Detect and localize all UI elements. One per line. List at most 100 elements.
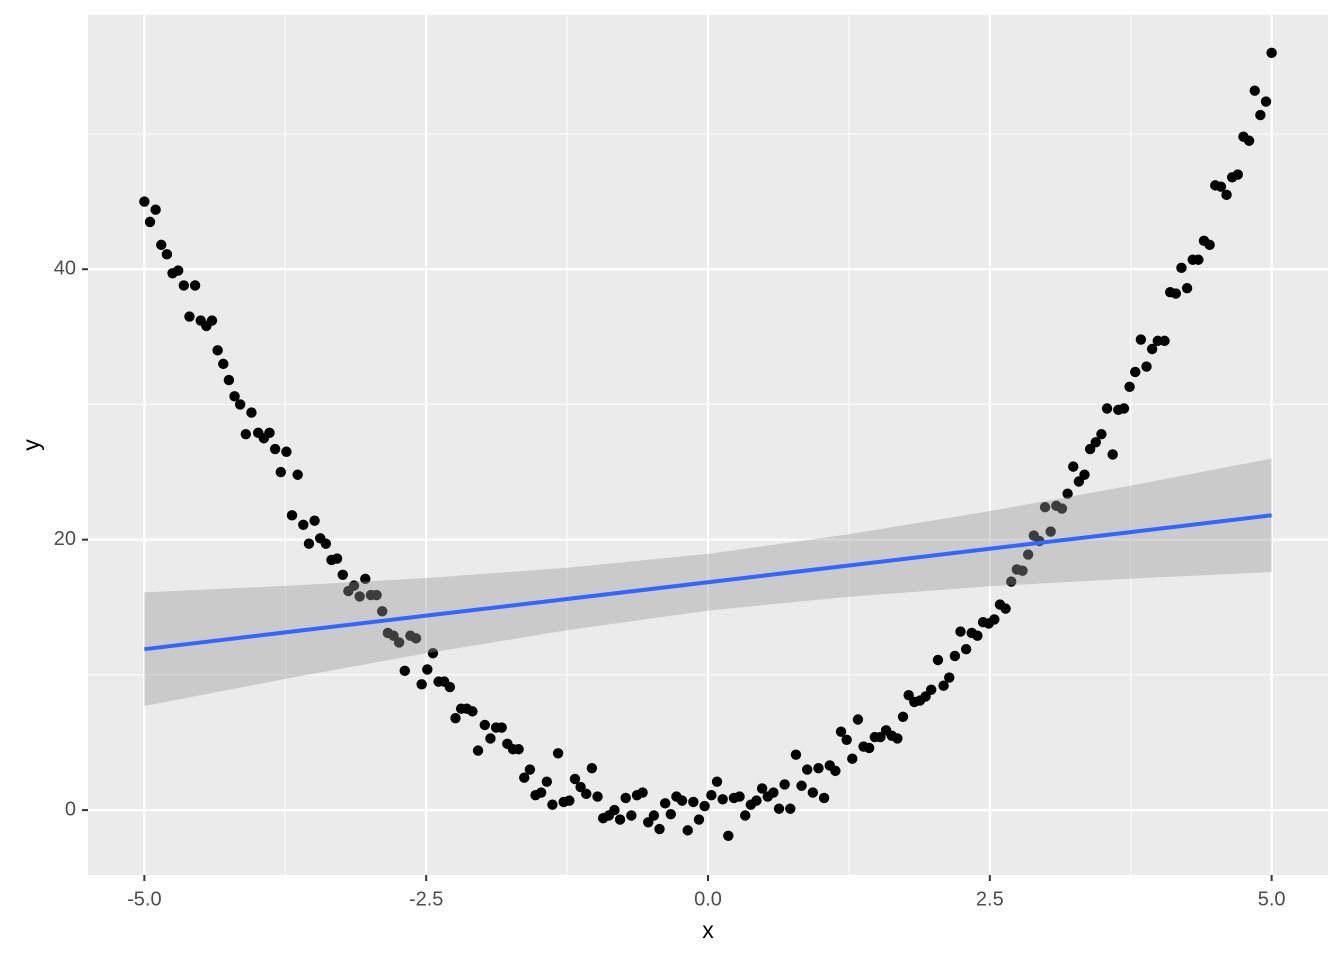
point bbox=[768, 787, 779, 798]
point bbox=[569, 773, 581, 785]
x-tick-label: -2.5 bbox=[409, 888, 443, 910]
point bbox=[275, 466, 286, 478]
point bbox=[790, 749, 802, 760]
point bbox=[944, 672, 955, 683]
point bbox=[264, 427, 275, 439]
point bbox=[410, 633, 422, 644]
point bbox=[665, 808, 676, 820]
point bbox=[292, 469, 303, 480]
point bbox=[1243, 135, 1255, 146]
point bbox=[218, 358, 229, 370]
point bbox=[1079, 469, 1090, 480]
x-tick-label: 5.0 bbox=[1258, 888, 1286, 910]
point bbox=[1255, 109, 1266, 121]
point bbox=[955, 626, 966, 637]
point bbox=[139, 196, 150, 207]
point bbox=[637, 787, 648, 798]
point bbox=[1135, 334, 1147, 345]
point bbox=[1193, 254, 1204, 265]
point bbox=[614, 814, 626, 825]
point bbox=[1062, 488, 1073, 499]
point bbox=[1221, 189, 1232, 201]
point bbox=[223, 374, 235, 386]
point bbox=[711, 776, 723, 787]
point bbox=[172, 265, 184, 276]
point bbox=[485, 733, 496, 744]
point bbox=[246, 407, 257, 418]
point bbox=[281, 446, 292, 457]
point bbox=[1266, 47, 1277, 59]
point bbox=[178, 280, 190, 291]
point bbox=[320, 538, 332, 549]
point bbox=[269, 443, 281, 455]
point bbox=[751, 795, 762, 806]
point bbox=[1249, 85, 1260, 96]
point bbox=[206, 315, 218, 326]
point bbox=[1006, 576, 1017, 587]
point bbox=[989, 614, 1000, 625]
point bbox=[779, 779, 790, 790]
point bbox=[841, 734, 852, 745]
point bbox=[699, 800, 710, 812]
point bbox=[547, 799, 558, 810]
point bbox=[360, 573, 371, 585]
point bbox=[807, 787, 819, 798]
x-tick-label: -5.0 bbox=[127, 888, 161, 910]
point bbox=[1204, 239, 1215, 251]
point bbox=[1170, 288, 1182, 299]
x-tick-label: 2.5 bbox=[976, 888, 1004, 910]
point bbox=[348, 580, 360, 591]
x-tick-label: 0.0 bbox=[694, 888, 722, 910]
point bbox=[444, 681, 456, 693]
point bbox=[706, 790, 717, 801]
point bbox=[1107, 449, 1118, 460]
point bbox=[688, 796, 699, 808]
point bbox=[240, 428, 252, 440]
y-tick-label: 0 bbox=[65, 798, 76, 820]
point bbox=[371, 589, 382, 601]
point bbox=[161, 249, 173, 260]
point bbox=[734, 791, 745, 802]
point bbox=[144, 216, 156, 228]
point bbox=[592, 791, 603, 802]
point bbox=[1045, 526, 1056, 537]
point bbox=[541, 776, 552, 787]
point bbox=[1215, 181, 1227, 192]
point bbox=[659, 798, 671, 809]
point bbox=[450, 712, 461, 724]
point bbox=[972, 630, 983, 641]
point bbox=[796, 780, 807, 791]
point bbox=[212, 345, 223, 356]
point bbox=[1176, 262, 1187, 274]
point bbox=[938, 680, 949, 691]
point bbox=[303, 538, 315, 549]
point bbox=[1130, 366, 1141, 378]
point bbox=[847, 753, 858, 764]
point bbox=[331, 553, 343, 564]
point bbox=[740, 810, 751, 821]
point bbox=[309, 515, 320, 526]
y-tick-label: 40 bbox=[54, 257, 76, 279]
point bbox=[234, 399, 246, 410]
point bbox=[552, 748, 564, 759]
point bbox=[184, 311, 195, 322]
point bbox=[1090, 437, 1101, 448]
point bbox=[1096, 428, 1107, 440]
point bbox=[1118, 403, 1130, 414]
point bbox=[298, 519, 309, 530]
point bbox=[156, 239, 167, 251]
point bbox=[1017, 565, 1028, 576]
point bbox=[519, 772, 530, 783]
point bbox=[1260, 96, 1272, 107]
point bbox=[648, 810, 660, 821]
point bbox=[416, 679, 427, 690]
point bbox=[835, 726, 847, 737]
point bbox=[472, 745, 484, 756]
point bbox=[830, 765, 841, 777]
point bbox=[609, 804, 620, 816]
point bbox=[1124, 381, 1135, 393]
point bbox=[897, 711, 909, 722]
point bbox=[354, 591, 365, 602]
point bbox=[1141, 361, 1152, 372]
point bbox=[393, 637, 405, 648]
